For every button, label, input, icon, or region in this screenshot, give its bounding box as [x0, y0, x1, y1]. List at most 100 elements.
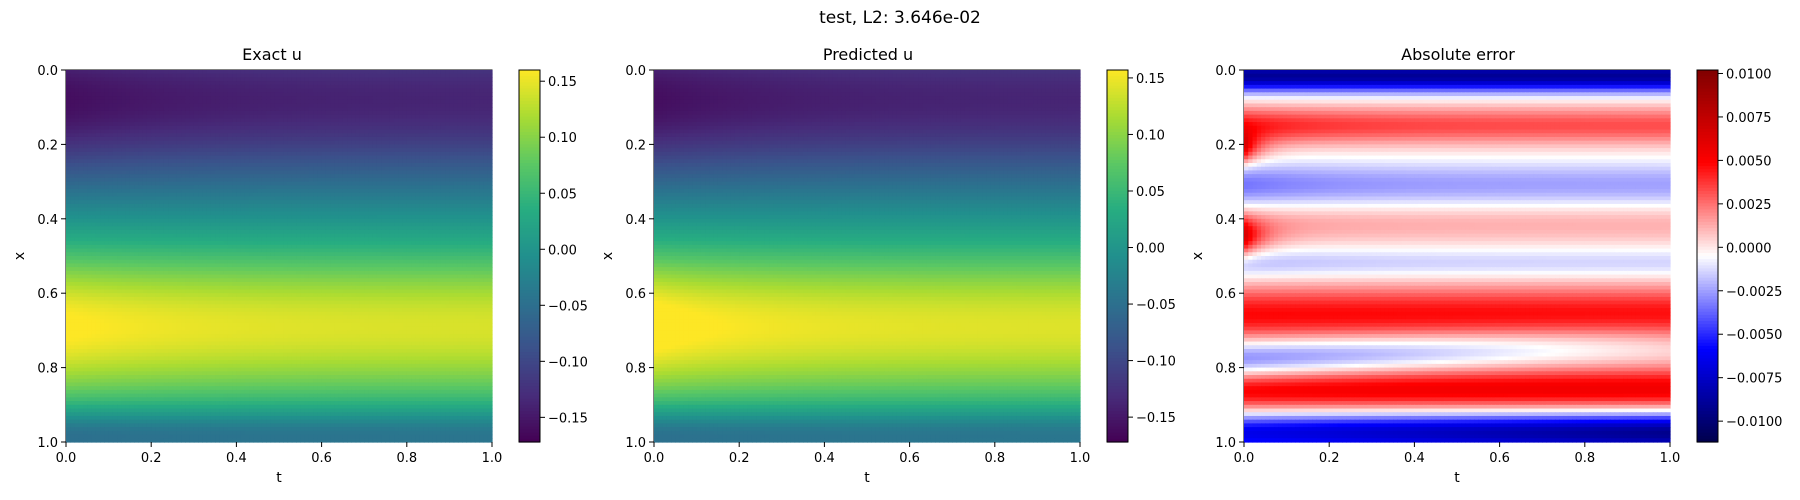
heatmap-cell: [372, 151, 378, 157]
heatmap-cell: [261, 237, 267, 242]
heatmap-cell: [453, 136, 459, 142]
heatmap-cell: [394, 81, 399, 86]
heatmap-cell: [368, 125, 374, 131]
heatmap-cell: [376, 81, 382, 86]
heatmap-cell: [470, 163, 476, 168]
heatmap-cell: [364, 140, 370, 145]
heatmap-cell: [232, 248, 237, 253]
heatmap-cell: [287, 148, 293, 153]
heatmap-cell: [364, 99, 370, 105]
heatmap-cell: [257, 151, 263, 157]
heatmap-cell: [198, 215, 203, 220]
heatmap-cell: [304, 177, 310, 183]
heatmap-cell: [261, 222, 267, 227]
heatmap-cell: [193, 96, 199, 101]
heatmap-cell: [351, 211, 357, 216]
heatmap-cell: [66, 196, 71, 201]
heatmap-cell: [436, 136, 442, 142]
heatmap-cell: [300, 81, 306, 86]
heatmap-cell: [227, 177, 233, 183]
heatmap-cell: [398, 248, 404, 253]
heatmap-cell: [112, 229, 118, 235]
heatmap-cell: [138, 241, 144, 246]
heatmap-cell: [347, 96, 353, 101]
heatmap-cell: [185, 229, 191, 235]
heatmap-cell: [428, 129, 433, 134]
heatmap-cell: [66, 185, 71, 190]
heatmap-cell: [117, 218, 122, 224]
heatmap-cell: [168, 252, 174, 257]
heatmap-cell: [168, 129, 174, 134]
heatmap-cell: [372, 107, 378, 112]
heatmap-cell: [266, 73, 272, 79]
heatmap-cell: [330, 163, 335, 168]
heatmap-cell: [163, 252, 169, 257]
heatmap-cell: [436, 110, 442, 116]
heatmap-cell: [236, 192, 242, 198]
heatmap-cell: [376, 229, 382, 235]
heatmap-cell: [257, 118, 263, 123]
heatmap-cell: [428, 99, 433, 105]
heatmap-cell: [112, 252, 118, 257]
heatmap-cell: [436, 215, 442, 220]
heatmap-cell: [394, 229, 399, 235]
heatmap-cell: [206, 110, 212, 116]
heatmap-cell: [95, 211, 101, 216]
heatmap-cell: [479, 170, 485, 175]
heatmap-cell: [355, 166, 361, 172]
heatmap-cell: [291, 140, 297, 145]
heatmap-cell: [385, 174, 391, 179]
heatmap-cell: [261, 125, 267, 131]
heatmap-cell: [117, 215, 122, 220]
heatmap-cell: [428, 81, 433, 86]
heatmap-cell: [385, 133, 391, 138]
heatmap-cell: [163, 125, 169, 131]
heatmap-cell: [236, 99, 242, 105]
heatmap-cell: [219, 196, 225, 201]
heatmap-cell: [338, 185, 344, 190]
heatmap-cell: [74, 155, 80, 160]
heatmap-cell: [176, 84, 182, 90]
heatmap-cell: [279, 185, 284, 190]
heatmap-cell: [355, 110, 361, 116]
heatmap-cell: [253, 148, 259, 153]
heatmap-cell: [419, 114, 425, 119]
heatmap-cell: [163, 215, 169, 220]
heatmap-cell: [227, 252, 233, 257]
heatmap-cell: [411, 244, 416, 250]
heatmap-cell: [176, 110, 182, 116]
heatmap-cell: [381, 241, 387, 246]
heatmap-cell: [168, 170, 174, 175]
heatmap-cell: [415, 244, 421, 250]
heatmap-cell: [206, 133, 212, 138]
heatmap-cell: [244, 211, 250, 216]
heatmap-cell: [296, 103, 301, 108]
heatmap-cell: [257, 185, 263, 190]
heatmap-cell: [398, 166, 404, 172]
heatmap-cell: [296, 177, 301, 183]
heatmap-cell: [415, 88, 421, 93]
heatmap-cell: [445, 207, 450, 212]
heatmap-cell: [457, 252, 463, 257]
heatmap-cell: [436, 148, 442, 153]
heatmap-cell: [244, 114, 250, 119]
heatmap-cell: [202, 84, 208, 90]
heatmap-cell: [398, 211, 404, 216]
heatmap-cell: [296, 96, 301, 101]
heatmap-cell: [470, 226, 476, 231]
heatmap-cell: [151, 185, 157, 190]
heatmap-cell: [210, 241, 216, 246]
heatmap-cell: [83, 211, 88, 216]
heatmap-cell: [394, 196, 399, 201]
heatmap-cell: [202, 151, 208, 157]
heatmap-cell: [487, 203, 493, 209]
heatmap-cell: [411, 174, 416, 179]
heatmap-cell: [134, 248, 140, 253]
heatmap-cell: [125, 248, 131, 253]
heatmap-cell: [389, 73, 395, 79]
heatmap-cell: [428, 159, 433, 164]
heatmap-cell: [172, 73, 178, 79]
heatmap-cell: [394, 73, 399, 79]
heatmap-cell: [249, 148, 255, 153]
heatmap-cell: [253, 92, 259, 97]
